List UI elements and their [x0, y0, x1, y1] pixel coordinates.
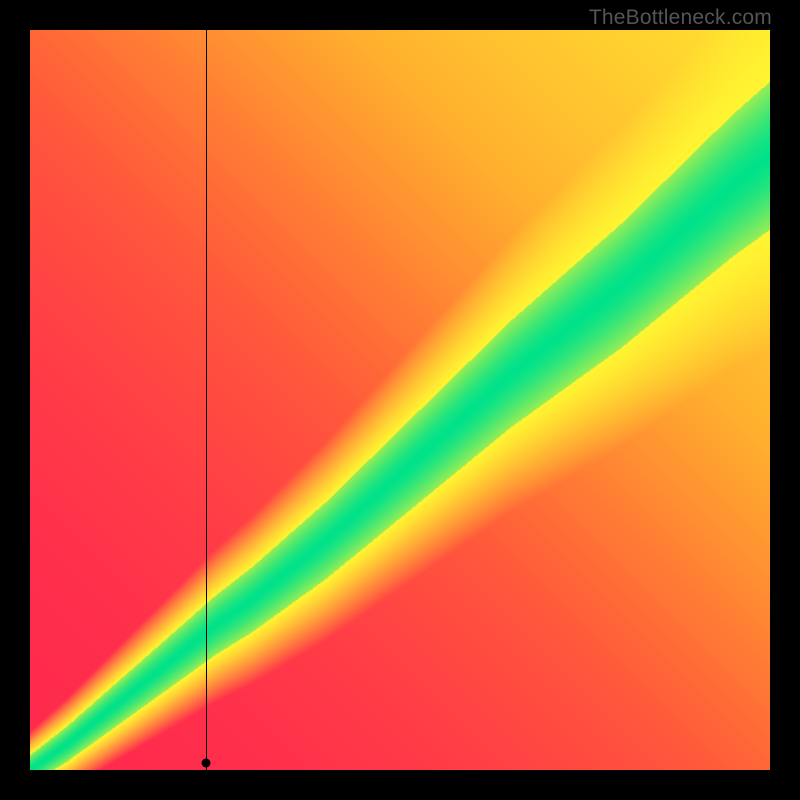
plot-outer-frame — [30, 30, 770, 770]
crosshair-vertical-line — [206, 30, 207, 770]
watermark-text: TheBottleneck.com — [589, 6, 772, 30]
crosshair-marker-dot — [202, 758, 211, 767]
heatmap-plot-area — [30, 30, 770, 770]
heatmap-canvas — [30, 30, 770, 770]
